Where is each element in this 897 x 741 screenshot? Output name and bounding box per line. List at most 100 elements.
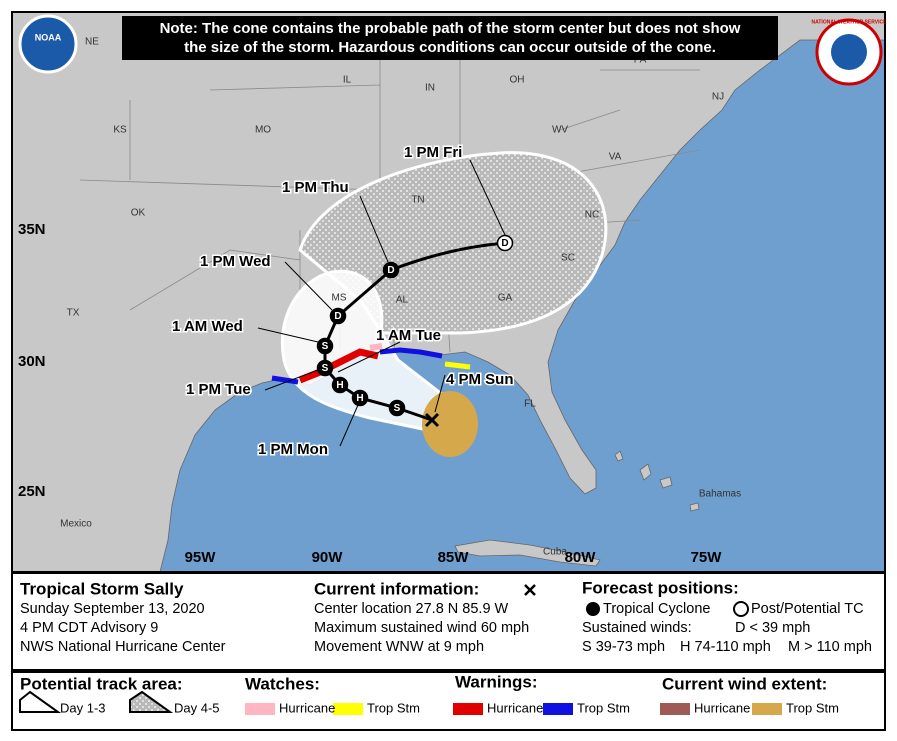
legend-item: Hurricane bbox=[694, 700, 750, 715]
legend-title: Potential track area: bbox=[20, 674, 183, 693]
lat-label: 30N bbox=[18, 353, 46, 370]
leader-lines bbox=[257, 159, 506, 447]
warning-hurricane bbox=[298, 348, 379, 384]
bahamas bbox=[614, 450, 700, 512]
winds: D < 39 mph bbox=[735, 620, 810, 636]
state-label: IL bbox=[343, 75, 352, 86]
current-info: Movement WNW at 9 mph bbox=[314, 639, 484, 655]
legend-item: Trop Stm bbox=[577, 700, 630, 715]
state-label: FL bbox=[524, 399, 536, 410]
current-info: Maximum sustained wind 60 mph bbox=[314, 620, 529, 636]
forecast-type: Tropical Cyclone bbox=[603, 601, 710, 617]
track-point bbox=[316, 359, 334, 377]
track-point-label: D bbox=[334, 311, 341, 322]
forecast-label: 1 AM Wed bbox=[172, 318, 243, 335]
storm-info: Sunday September 13, 2020 bbox=[20, 601, 205, 617]
lon-label: 85W bbox=[438, 549, 470, 566]
place-label: Mexico bbox=[60, 519, 92, 530]
state-label: KS bbox=[113, 125, 127, 136]
track-point-label: S bbox=[322, 341, 329, 352]
state-label: TX bbox=[67, 308, 80, 319]
state-label: NE bbox=[85, 37, 99, 48]
legend-item: Trop Stm bbox=[786, 700, 839, 715]
state-label: OH bbox=[510, 75, 525, 86]
watch-trop-stm bbox=[444, 361, 471, 370]
storm-info: NWS National Hurricane Center bbox=[20, 639, 226, 655]
watch-hurricane bbox=[369, 343, 383, 351]
track-point-label: H bbox=[336, 380, 343, 391]
map-labels: NE KS MO IL IN OH PA NJ WV VA NC TN OK SC MS AL GA TX FL Me… bbox=[18, 37, 741, 566]
lon-label: 80W bbox=[565, 549, 597, 566]
track-point-label: S bbox=[322, 363, 329, 374]
state-label: OK bbox=[131, 208, 146, 219]
forecast-label: 4 PM Sun bbox=[446, 371, 514, 388]
track-point-label: D bbox=[501, 238, 508, 249]
winds: S 39-73 mph bbox=[582, 639, 665, 655]
lat-label: 25N bbox=[18, 483, 46, 500]
note-line: Note: The cone contains the probable pat… bbox=[160, 20, 741, 37]
legend-item: Trop Stm bbox=[367, 700, 420, 715]
track-point bbox=[388, 399, 406, 417]
track-point bbox=[331, 376, 349, 394]
state-label: NC bbox=[585, 210, 599, 221]
place-label: Cuba bbox=[543, 547, 567, 558]
winds: H 74-110 mph bbox=[680, 639, 771, 655]
warning-trop-stm-west bbox=[271, 375, 299, 385]
track-point-label: S bbox=[394, 403, 401, 414]
track-point bbox=[382, 261, 400, 279]
state-label: MO bbox=[255, 125, 271, 136]
track-point bbox=[329, 307, 347, 325]
note-box bbox=[122, 16, 778, 60]
legend-title: Warnings: bbox=[455, 672, 537, 691]
legend-item: Hurricane bbox=[279, 700, 335, 715]
legend-item: Day 1-3 bbox=[60, 700, 106, 715]
state-label: PA bbox=[634, 55, 647, 66]
noaa-logo-text: NOAA bbox=[35, 32, 62, 42]
current-info: Center location 27.8 N 85.9 W bbox=[314, 601, 509, 617]
nws-logo-inner bbox=[831, 34, 867, 70]
forecast-type: Post/Potential TC bbox=[751, 601, 864, 617]
legend-item: Day 4-5 bbox=[174, 700, 220, 715]
legend-item: Hurricane bbox=[487, 700, 543, 715]
current-title: Current information: bbox=[314, 579, 479, 598]
state-label: AL bbox=[396, 295, 409, 306]
lon-label: 90W bbox=[312, 549, 344, 566]
winds: Sustained winds: bbox=[582, 620, 692, 636]
forecast-label: 1 PM Wed bbox=[200, 253, 271, 270]
state-label: TN bbox=[411, 195, 424, 206]
forecast-title: Forecast positions: bbox=[582, 578, 739, 597]
forecast-label: 1 PM Tue bbox=[186, 381, 251, 398]
place-label: Bahamas bbox=[699, 489, 741, 500]
note-line: the size of the storm. Hazardous conditi… bbox=[184, 39, 716, 56]
storm-name: Tropical Storm Sally bbox=[20, 579, 184, 598]
track-point bbox=[351, 389, 369, 407]
nws-logo-text: NATIONAL WEATHER SERVICE bbox=[812, 19, 888, 25]
storm-info: 4 PM CDT Advisory 9 bbox=[20, 620, 158, 636]
state-label: GA bbox=[498, 293, 513, 304]
track-point-label: D bbox=[387, 265, 394, 276]
lon-label: 95W bbox=[185, 549, 217, 566]
track-point bbox=[316, 337, 334, 355]
noaa-logo bbox=[18, 14, 78, 74]
legend-title: Watches: bbox=[245, 674, 320, 693]
info-panel: Tropical Storm Sally Sunday September 13,… bbox=[11, 572, 886, 731]
state-label: NJ bbox=[712, 92, 724, 103]
state-label: SC bbox=[561, 253, 575, 264]
forecast-label: 1 PM Fri bbox=[404, 144, 462, 161]
legend-title: Current wind extent: bbox=[662, 674, 827, 693]
track-point-label: H bbox=[356, 393, 363, 404]
current-position bbox=[424, 412, 440, 428]
warning-trop-stm-east bbox=[379, 347, 443, 359]
state-label: MS bbox=[332, 293, 347, 304]
cone-day-4-5 bbox=[298, 151, 608, 335]
lat-label: 35N bbox=[18, 221, 46, 238]
track-point bbox=[496, 234, 514, 252]
forecast-label: 1 PM Mon bbox=[258, 441, 328, 458]
state-label: IN bbox=[425, 83, 435, 94]
forecast-label: 1 AM Tue bbox=[376, 327, 441, 344]
cuba bbox=[454, 539, 601, 567]
forecast-label: 1 PM Thu bbox=[282, 179, 349, 196]
